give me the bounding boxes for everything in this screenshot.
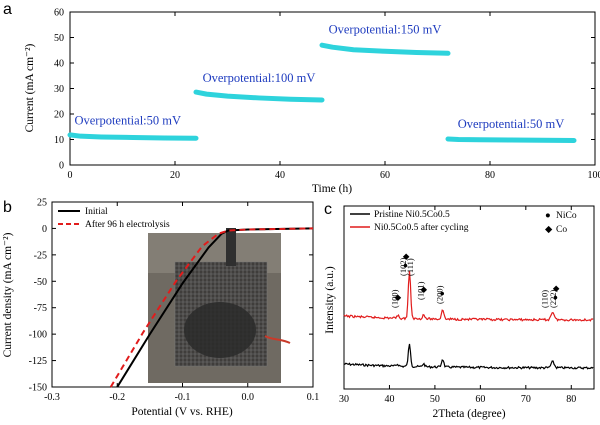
panel-c-xlabel: 2Theta (degree)	[432, 408, 505, 420]
panel-b-xtick-label: -0.1	[175, 392, 191, 403]
panel-a-annotation-3: Overpotential:150 mV	[329, 23, 442, 37]
panel-b-ylabel: Current density (mA cm⁻²)	[2, 232, 14, 357]
panel-a-ytick-label: 20	[54, 110, 64, 121]
panel-b-series-after	[109, 227, 314, 388]
panel-a-xtick-label: 20	[170, 170, 180, 181]
panel-label-a: a	[3, 1, 12, 18]
peak-label: (102)	[398, 257, 408, 276]
panel-a-ytick-label: 30	[54, 84, 64, 95]
panel-c-xtick-label: 80	[566, 394, 576, 405]
panel-c-series-cycled	[343, 271, 594, 322]
peak-label: (110)	[540, 290, 550, 308]
photo-clip	[226, 228, 236, 266]
panel-a-xtick-label: 0	[68, 170, 73, 181]
legend-cycling-label: Ni0.5Co0.5 after cycling	[374, 222, 469, 233]
peak-label: (100)	[390, 289, 400, 308]
panel-a-annotation-1: Overpotential:50 mV	[74, 114, 181, 128]
panel-a-annotation-2: Overpotential:100 mV	[203, 71, 316, 85]
panel-a-ytick-label: 60	[54, 8, 64, 19]
panel-c-ylabel: Intensity (a.u.)	[324, 266, 336, 334]
legend-co-label: Co	[556, 225, 567, 235]
co-marker: ◆	[421, 284, 428, 294]
panel-a-ticks: 0 20 40 60 80 100 0 10 20 30 40 50 60	[54, 8, 600, 182]
legend-initial-label: Initial	[85, 207, 108, 217]
panel-c-xtick-label: 50	[430, 394, 440, 405]
panel-a-xtick-label: 100	[588, 170, 600, 181]
panel-a-segment-1	[67, 132, 199, 141]
co-marker: ◆	[395, 292, 402, 302]
panel-a-annotation-4: Overpotential:50 mV	[458, 117, 565, 131]
panel-label-b: b	[3, 199, 12, 216]
panel-b-ticks: -0.3 -0.2 -0.1 0.0 0.1 25 0 -25 -50 -75 -100 -125 -1…	[29, 198, 320, 404]
peak-label: (111)	[405, 258, 415, 276]
legend-pristine-label: Pristine Ni0.5Co0.5	[374, 210, 450, 220]
panel-a-annotations: Overpotential:50 mV Overpotential:100 mV O…	[74, 23, 564, 131]
panel-a-ylabel: Current (mA cm⁻²)	[24, 43, 36, 132]
panel-b-legend: Initial After 96 h electrolysis	[58, 207, 170, 230]
panel-a-chart: 0 20 40 60 80 100 0 10 20 30 40 50 60 Overpotential:…	[24, 8, 600, 196]
panel-b-chart: -0.3 -0.2 -0.1 0.0 0.1 25 0 -25 -50 -75 -100 -125 -1…	[2, 198, 319, 419]
panel-b-ytick-label: 0	[42, 224, 47, 235]
panel-a-ytick-label: 50	[54, 33, 64, 44]
legend-after-label: After 96 h electrolysis	[85, 219, 170, 230]
panel-b-xtick-label: -0.2	[109, 392, 125, 403]
photo-red-wire	[264, 335, 291, 344]
legend-co-symbol: ◆	[545, 225, 553, 235]
nico-marker: ●	[403, 260, 408, 270]
panel-c-legend: Pristine Ni0.5Co0.5 Ni0.5Co0.5 after cyc…	[350, 210, 577, 235]
panel-b-ytick-label: 25	[37, 198, 47, 209]
panel-c-series	[343, 271, 594, 370]
panel-c-frame	[343, 205, 595, 390]
panel-c-series-pristine	[343, 343, 594, 370]
panel-b-ytick-label: -75	[34, 303, 47, 314]
panel-c-ticks: 30 40 50 60 70 80	[339, 206, 576, 405]
panel-b-ytick-label: -50	[34, 277, 47, 288]
peak-label: (101)	[416, 281, 426, 300]
panel-b-xtick-label: 0.0	[242, 392, 255, 403]
panel-b-ytick-label: -125	[29, 356, 47, 367]
panel-b-ytick-label: -150	[29, 383, 47, 394]
panel-c-xtick-label: 60	[475, 394, 485, 405]
electrode-photo	[148, 228, 291, 383]
panel-b-xlabel: Potential (V vs. RHE)	[131, 406, 233, 418]
panel-c-xtick-label: 40	[384, 394, 394, 405]
panel-a-segment-4	[445, 136, 577, 144]
panel-a-ytick-label: 40	[54, 59, 64, 70]
panel-a-segment-3	[319, 42, 451, 56]
panel-b-ytick-label: -25	[34, 250, 47, 261]
co-marker: ◆	[553, 283, 560, 293]
panel-a-ytick-label: 10	[54, 135, 64, 146]
panel-a-segment-2	[193, 89, 325, 103]
panel-a-xtick-label: 40	[275, 170, 285, 181]
legend-nico-symbol: ●	[545, 211, 551, 221]
nico-marker: ●	[553, 292, 558, 302]
panel-b-xtick-label: 0.1	[307, 392, 320, 403]
photo-active-area	[184, 302, 256, 358]
panel-a-xtick-label: 80	[485, 170, 495, 181]
nico-marker: ●	[440, 288, 445, 298]
peak-label: (200)	[435, 285, 445, 304]
co-marker: ◆	[403, 251, 410, 261]
legend-nico-label: NiCo	[556, 211, 577, 221]
panel-a-xtick-label: 60	[380, 170, 390, 181]
panel-c-xtick-label: 70	[521, 394, 531, 405]
peak-label: (222)	[548, 289, 558, 308]
panel-a-xlabel: Time (h)	[312, 183, 352, 195]
panel-a-series	[67, 42, 577, 144]
panel-b-ytick-label: -100	[29, 330, 47, 341]
panel-a-ytick-label: 0	[59, 161, 64, 172]
panel-b-series	[109, 227, 314, 388]
panel-c-peak-labels: (100)◆(102)●◆(111)(101)◆ (200)● (110)(222)…	[390, 251, 560, 308]
panel-b-xtick-label: -0.3	[44, 392, 60, 403]
panel-c-chart: 30 40 50 60 70 80 (100)◆(102)●◆(111)(101)◆ (20…	[324, 205, 595, 420]
panel-c-xtick-label: 30	[339, 394, 349, 405]
panel-label-c: c	[324, 201, 332, 218]
